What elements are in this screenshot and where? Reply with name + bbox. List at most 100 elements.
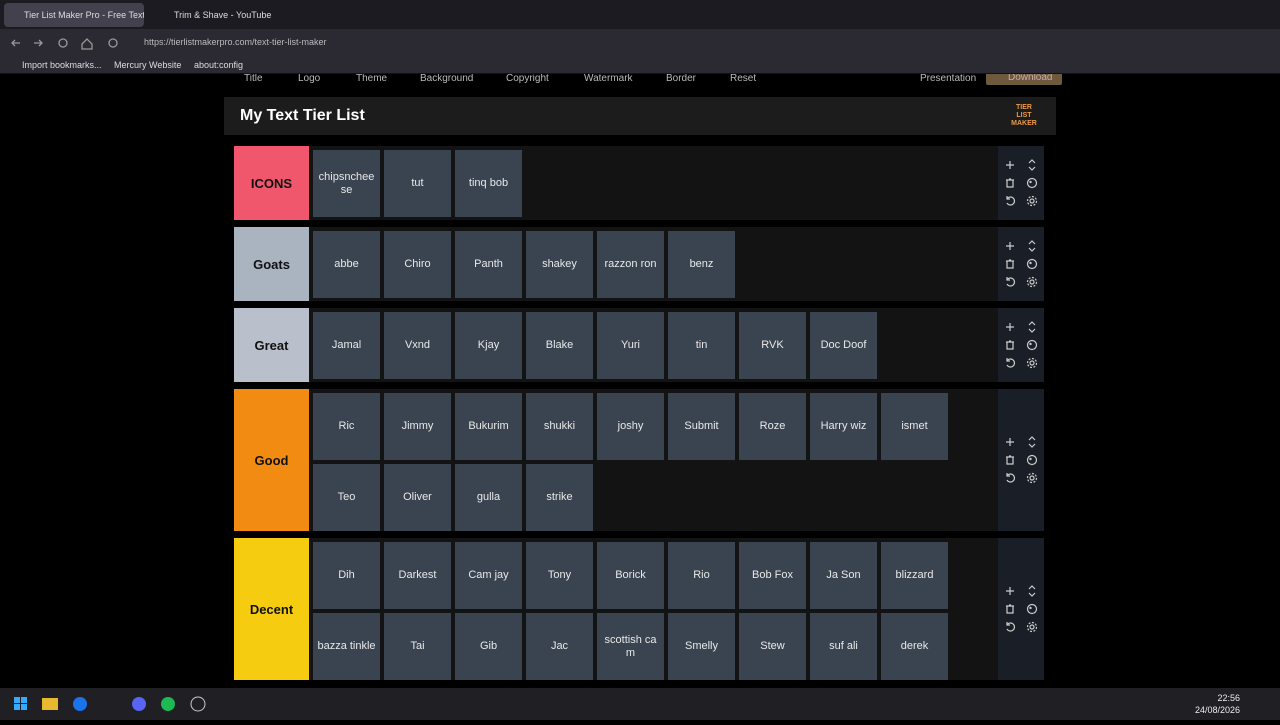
- tier-item[interactable]: Tai: [384, 613, 451, 680]
- tier-item[interactable]: bazza tinkle: [313, 613, 380, 680]
- tier-list-title[interactable]: My Text Tier List: [240, 107, 365, 124]
- tier-item[interactable]: Roze: [739, 393, 806, 460]
- control-icon[interactable]: [1004, 339, 1016, 351]
- toolbar-button[interactable]: Download: [986, 74, 1063, 85]
- tier-item[interactable]: tut: [384, 150, 451, 217]
- control-icon[interactable]: [1026, 177, 1038, 189]
- tier-item[interactable]: Kjay: [455, 312, 522, 379]
- control-icon[interactable]: [1026, 276, 1038, 288]
- tier-item[interactable]: tinq bob: [455, 150, 522, 217]
- control-icon[interactable]: [1026, 621, 1038, 633]
- control-icon[interactable]: [1004, 454, 1016, 466]
- control-icon[interactable]: [1004, 621, 1016, 633]
- tier-item[interactable]: Smelly: [668, 613, 735, 680]
- tier-item[interactable]: Yuri: [597, 312, 664, 379]
- tier-item[interactable]: Cam jay: [455, 542, 522, 609]
- toolbar-button[interactable]: Watermark: [584, 74, 633, 84]
- tier-item[interactable]: strike: [526, 464, 593, 531]
- toolbar-button[interactable]: Presentation: [920, 74, 977, 84]
- tier-item[interactable]: gulla: [455, 464, 522, 531]
- url-bar[interactable]: https://tierlistmakerpro.com/text-tier-l…: [144, 37, 327, 47]
- tier-item[interactable]: Vxnd: [384, 312, 451, 379]
- tier-item[interactable]: shakey: [526, 231, 593, 298]
- tier-item[interactable]: Bob Fox: [739, 542, 806, 609]
- control-icon[interactable]: [1026, 585, 1038, 597]
- toolbar-button[interactable]: Logo: [298, 74, 321, 84]
- control-icon[interactable]: [1004, 585, 1016, 597]
- tier-item[interactable]: suf ali: [810, 613, 877, 680]
- tier-item[interactable]: tin: [668, 312, 735, 379]
- tier-item[interactable]: Panth: [455, 231, 522, 298]
- control-icon[interactable]: [1026, 195, 1038, 207]
- tier-item[interactable]: Blake: [526, 312, 593, 379]
- tier-item[interactable]: Bukurim: [455, 393, 522, 460]
- tier-item[interactable]: Stew: [739, 613, 806, 680]
- control-icon[interactable]: [1004, 177, 1016, 189]
- tier-item[interactable]: shukki: [526, 393, 593, 460]
- control-icon[interactable]: [1004, 159, 1016, 171]
- bookmark[interactable]: Import bookmarks...: [22, 60, 102, 70]
- control-icon[interactable]: [1004, 321, 1016, 333]
- control-icon[interactable]: [1026, 240, 1038, 252]
- tier-item[interactable]: scottish cam: [597, 613, 664, 680]
- tier-item[interactable]: joshy: [597, 393, 664, 460]
- control-icon[interactable]: [1004, 258, 1016, 270]
- bookmark[interactable]: about:config: [194, 60, 244, 70]
- toolbar-button[interactable]: Title: [244, 74, 263, 84]
- tier-item[interactable]: Rio: [668, 542, 735, 609]
- toolbar-button[interactable]: Reset: [730, 74, 757, 84]
- tier-item[interactable]: Chiro: [384, 231, 451, 298]
- tier-item[interactable]: Dih: [313, 542, 380, 609]
- tier-item[interactable]: Jamal: [313, 312, 380, 379]
- toolbar-button[interactable]: Background: [420, 74, 474, 84]
- tier-item[interactable]: razzon ron: [597, 231, 664, 298]
- control-icon[interactable]: [1026, 472, 1038, 484]
- tier-label[interactable]: Decent: [234, 538, 309, 680]
- tier-item[interactable]: Ric: [313, 393, 380, 460]
- nav-buttons[interactable]: [0, 29, 130, 57]
- taskbar-icons[interactable]: [0, 688, 220, 720]
- tier-item[interactable]: Jac: [526, 613, 593, 680]
- tier-item[interactable]: abbe: [313, 231, 380, 298]
- toolbar-button[interactable]: Copyright: [506, 74, 549, 84]
- tier-item[interactable]: ismet: [881, 393, 948, 460]
- tier-item[interactable]: Gib: [455, 613, 522, 680]
- tier-item[interactable]: Tony: [526, 542, 593, 609]
- tier-item[interactable]: blizzard: [881, 542, 948, 609]
- tier-item[interactable]: Teo: [313, 464, 380, 531]
- tier-item[interactable]: benz: [668, 231, 735, 298]
- tier-item[interactable]: RVK: [739, 312, 806, 379]
- tier-label[interactable]: ICONS: [234, 146, 309, 220]
- control-icon[interactable]: [1026, 159, 1038, 171]
- tier-item[interactable]: Jimmy: [384, 393, 451, 460]
- control-icon[interactable]: [1026, 339, 1038, 351]
- control-icon[interactable]: [1004, 276, 1016, 288]
- control-icon[interactable]: [1026, 436, 1038, 448]
- control-icon[interactable]: [1004, 195, 1016, 207]
- tier-item[interactable]: Borick: [597, 542, 664, 609]
- control-icon[interactable]: [1026, 357, 1038, 369]
- tier-item[interactable]: derek: [881, 613, 948, 680]
- control-icon[interactable]: [1026, 454, 1038, 466]
- tier-item[interactable]: Submit: [668, 393, 735, 460]
- control-icon[interactable]: [1026, 603, 1038, 615]
- control-icon[interactable]: [1026, 321, 1038, 333]
- tier-item[interactable]: Oliver: [384, 464, 451, 531]
- control-icon[interactable]: [1004, 472, 1016, 484]
- control-icon[interactable]: [1004, 603, 1016, 615]
- tier-item[interactable]: Darkest: [384, 542, 451, 609]
- tier-item[interactable]: chipsncheese: [313, 150, 380, 217]
- control-icon[interactable]: [1004, 240, 1016, 252]
- toolbar-button[interactable]: Theme: [356, 74, 388, 84]
- tier-item[interactable]: Ja Son: [810, 542, 877, 609]
- tier-label[interactable]: Good: [234, 389, 309, 531]
- control-icon[interactable]: [1004, 357, 1016, 369]
- tier-label[interactable]: Goats: [234, 227, 309, 301]
- browser-tab[interactable]: Trim & Shave - YouTube: [174, 10, 272, 20]
- control-icon[interactable]: [1004, 436, 1016, 448]
- control-icon[interactable]: [1026, 258, 1038, 270]
- browser-tab[interactable]: Tier List Maker Pro - Free Text T: [4, 3, 144, 27]
- tier-item[interactable]: Doc Doof: [810, 312, 877, 379]
- tier-item[interactable]: Harry wiz: [810, 393, 877, 460]
- bookmark[interactable]: Mercury Website: [114, 60, 182, 70]
